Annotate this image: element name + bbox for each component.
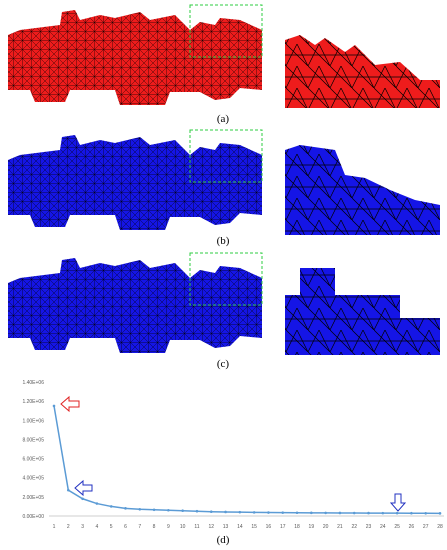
mesh-b: [8, 129, 263, 230]
point: [252, 511, 256, 514]
y-tick-label: 1.00E+06: [22, 418, 44, 424]
zoom-c: [285, 268, 440, 355]
point: [138, 508, 142, 511]
y-tick-label: 6.00E+05: [22, 457, 44, 463]
x-tick-label: 4: [95, 524, 98, 530]
x-tick-label: 16: [266, 524, 272, 530]
mesh-c: [8, 252, 263, 353]
point: [381, 511, 385, 515]
zoom-b: [285, 145, 440, 235]
point: [181, 509, 184, 513]
arrow: [60, 395, 80, 413]
x-tick-label: 14: [237, 524, 243, 530]
line: [53, 405, 441, 515]
point: [410, 511, 413, 515]
x-tick-label: 12: [208, 524, 214, 530]
caption: (b): [217, 235, 230, 247]
x-tick-label: 24: [380, 524, 386, 530]
point: [195, 509, 199, 513]
point: [367, 511, 370, 515]
point: [152, 508, 156, 512]
point: [438, 512, 442, 515]
y-tick-label: 1.20E+06: [22, 399, 44, 405]
point: [52, 404, 56, 408]
x-tick-label: 10: [180, 524, 186, 530]
x-tick-label: 5: [110, 524, 113, 530]
point: [167, 508, 170, 512]
point: [267, 511, 270, 514]
point: [95, 502, 99, 505]
mesh-a: [8, 4, 263, 105]
y-tick-label: 1.40E+06: [22, 380, 44, 386]
caption: (a): [217, 113, 230, 125]
x-tick-label: 1: [53, 524, 56, 530]
point: [395, 511, 399, 515]
point: [338, 511, 342, 515]
caption: (d): [217, 534, 230, 546]
x-tick-label: 15: [251, 524, 257, 530]
point: [352, 511, 356, 515]
x-tick-label: 23: [366, 524, 372, 530]
x-tick-label: 27: [423, 524, 429, 530]
x-tick-label: 7: [138, 524, 141, 530]
point: [81, 497, 84, 501]
caption: (c): [217, 358, 230, 370]
zoom-a: [285, 35, 440, 108]
chart: 0.00E+00 2.00E+05 4.00E+05 6.00E+05 8.00E+05…: [22, 380, 444, 530]
point: [238, 510, 242, 514]
x-tick-label: 9: [167, 524, 170, 530]
x-tick-label: 25: [394, 524, 400, 530]
x-tick-label: 6: [124, 524, 127, 530]
x-tick-label: 26: [409, 524, 415, 530]
x-tick-label: 18: [294, 524, 300, 530]
point: [295, 511, 299, 515]
x-tick-label: 21: [337, 524, 343, 530]
point: [109, 505, 113, 508]
point: [66, 488, 70, 492]
y-tick-label: 0.00E+00: [22, 514, 44, 520]
x-tick-label: 2: [67, 524, 70, 530]
x-tick-label: 11: [194, 524, 199, 530]
y-tick-label: 2.00E+05: [22, 495, 44, 501]
point: [324, 511, 327, 515]
x-tick-label: 20: [323, 524, 329, 530]
arrow: [389, 493, 407, 512]
x-tick-label: 22: [351, 524, 357, 530]
point: [424, 511, 428, 515]
x-tick-label: 28: [437, 524, 443, 530]
y-tick-label: 4.00E+05: [22, 476, 44, 482]
x-tick-label: 8: [153, 524, 156, 530]
point: [124, 507, 127, 510]
x-tick-label: 13: [223, 524, 229, 530]
point: [224, 510, 227, 514]
x-tick-label: 19: [309, 524, 315, 530]
y-tick-label: 8.00E+05: [22, 437, 44, 443]
arrow: [74, 479, 93, 497]
x-tick-label: 3: [81, 524, 84, 530]
point: [310, 511, 313, 515]
point: [209, 510, 213, 513]
x-tick-label: 17: [280, 524, 286, 530]
point: [281, 511, 285, 514]
